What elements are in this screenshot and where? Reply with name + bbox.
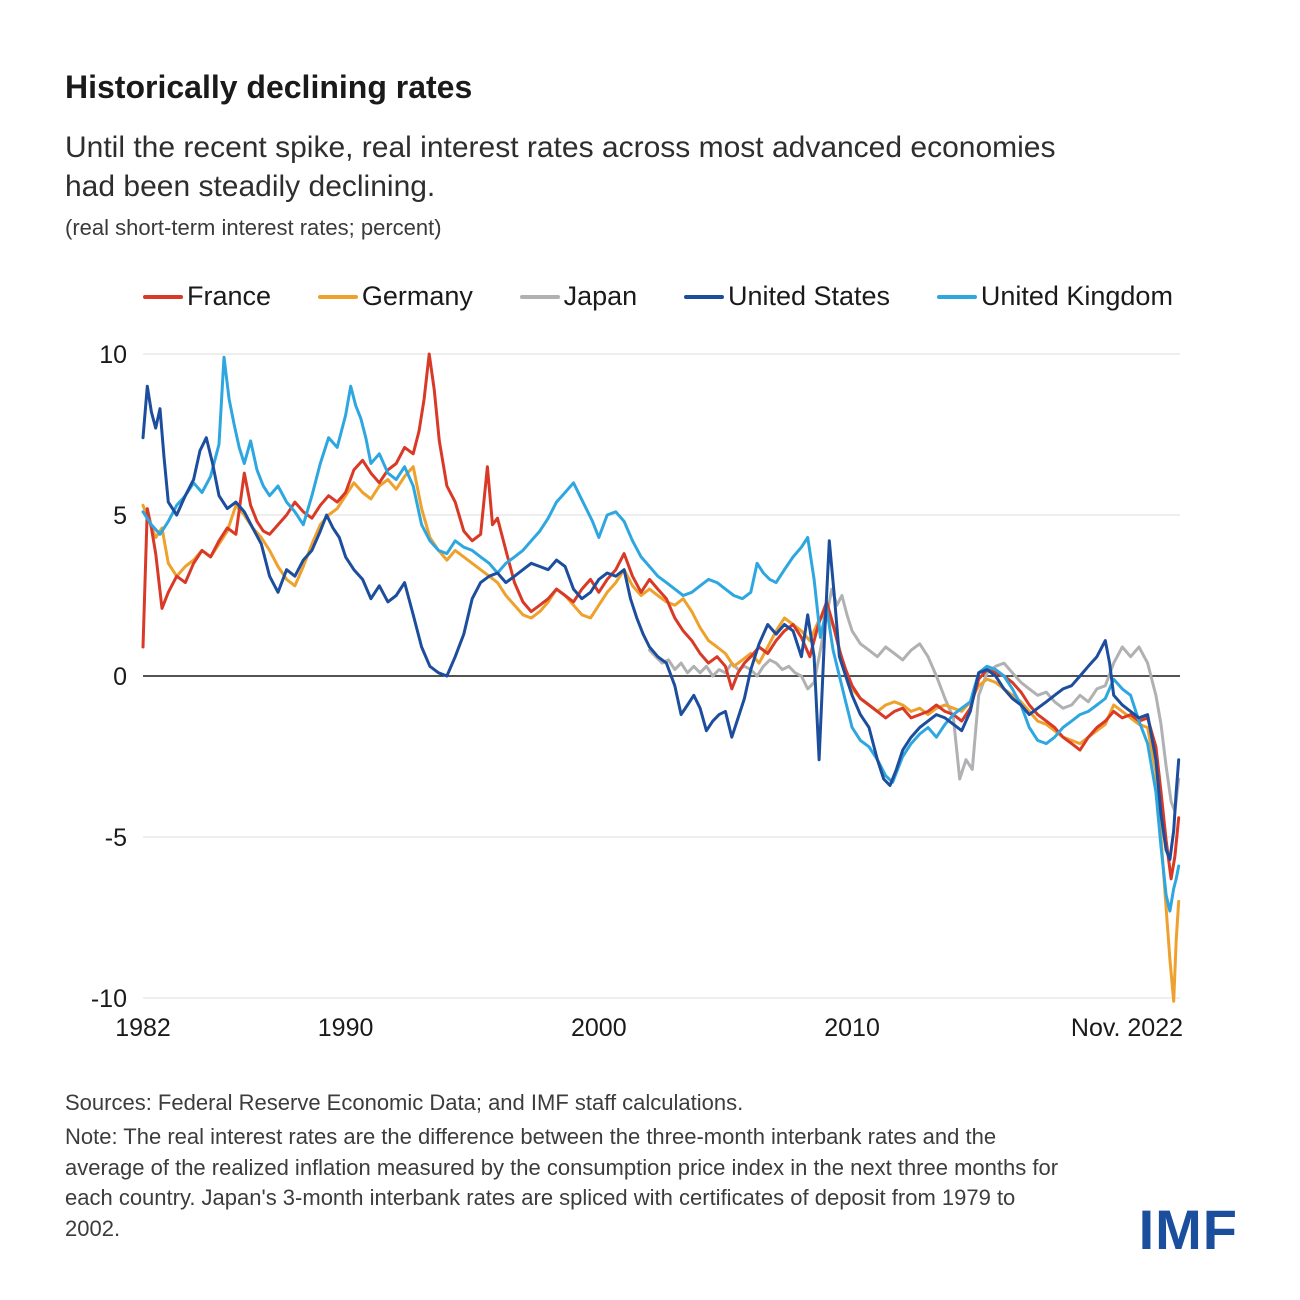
x-tick-label: 2010	[824, 1014, 880, 1042]
note-text: Note: The real interest rates are the di…	[65, 1124, 1059, 1241]
x-tick-label: 2000	[571, 1014, 627, 1042]
series-france	[141, 352, 1181, 881]
legend-label: France	[187, 281, 272, 312]
legend: France Germany Japan United States United Ki…	[143, 281, 1173, 312]
legend-swatch-icon	[683, 294, 724, 299]
legend-item-germany: Germany	[317, 281, 473, 312]
series-united-kingdom	[141, 355, 1181, 913]
y-tick-label: 5	[113, 502, 127, 530]
legend-swatch-icon	[143, 294, 183, 299]
x-tick-label: 1982	[115, 1014, 171, 1042]
legend-item-japan: Japan	[519, 281, 638, 312]
footer: Sources: Federal Reserve Economic Data; …	[65, 1088, 1075, 1244]
chart-subtitle: Until the recent spike, real interest ra…	[65, 130, 1056, 204]
legend-item-united-kingdom: United Kingdom	[936, 281, 1173, 312]
page-title: Historically declining rates	[65, 69, 473, 106]
legend-swatch-icon	[519, 294, 560, 299]
series-united-states	[141, 384, 1181, 862]
legend-label: Germany	[361, 281, 473, 312]
x-tick-label: 1990	[318, 1014, 374, 1042]
y-tick-label: -5	[105, 824, 127, 852]
sources-text: Sources: Federal Reserve Economic Data; …	[65, 1090, 744, 1116]
legend-label: United Kingdom	[980, 281, 1173, 312]
y-tick-label: -10	[91, 985, 127, 1013]
series-germany	[141, 465, 1181, 1003]
legend-label: Japan	[563, 281, 638, 312]
legend-item-united-states: United States	[683, 281, 891, 312]
y-tick-label: 0	[113, 663, 127, 691]
legend-item-france: France	[143, 281, 271, 312]
series-japan	[648, 587, 1181, 813]
y-tick-label: 10	[99, 341, 127, 369]
legend-swatch-icon	[936, 294, 977, 299]
unit-note: (real short-term interest rates; percent…	[65, 215, 442, 241]
x-tick-label: Nov. 2022	[1071, 1014, 1183, 1042]
legend-label: United States	[727, 281, 891, 312]
legend-swatch-icon	[317, 294, 358, 299]
imf-logo: IMF	[1138, 1198, 1238, 1261]
